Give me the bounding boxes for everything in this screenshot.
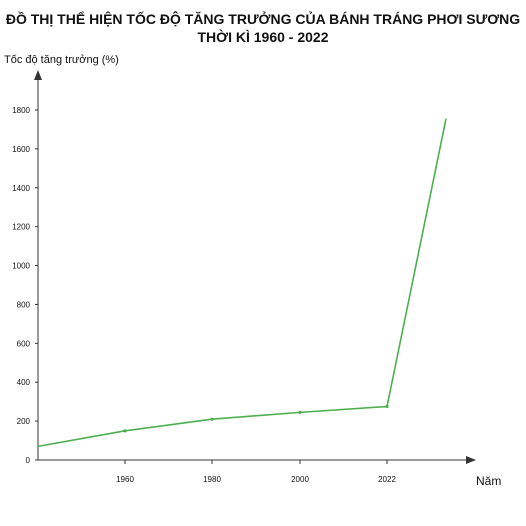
x-tick-label: 1980 <box>203 475 221 484</box>
y-tick-label: 1200 <box>12 223 30 232</box>
x-tick-label: 2000 <box>291 475 309 484</box>
x-tick-label: 1960 <box>116 475 134 484</box>
data-point <box>385 404 389 409</box>
y-tick-label: 1000 <box>12 262 30 271</box>
y-tick-label: 800 <box>17 300 31 309</box>
y-tick-label: 0 <box>26 456 31 465</box>
x-axis-arrow <box>466 456 476 464</box>
y-axis-arrow <box>34 70 42 80</box>
chart-title-line-1: ĐỒ THỊ THỂ HIỆN TỐC ĐỘ TĂNG TRƯỞNG CỦA B… <box>5 11 521 27</box>
y-tick-label: 1800 <box>12 106 30 115</box>
data-point <box>210 417 214 421</box>
x-axis-label: Năm <box>476 474 502 488</box>
x-tick-label: 2022 <box>378 475 396 484</box>
data-point <box>123 429 127 433</box>
y-axis-label: Tốc độ tăng trưởng (%) <box>4 54 119 66</box>
data-point <box>298 410 302 414</box>
y-tick-label: 600 <box>17 339 31 348</box>
y-tick-label: 1400 <box>12 184 30 193</box>
chart-title-line-2: THỜI KÌ 1960 - 2022 <box>197 29 329 45</box>
y-tick-label: 400 <box>17 378 31 387</box>
series-line <box>37 118 447 448</box>
y-tick-label: 200 <box>17 417 31 426</box>
y-tick-label: 1600 <box>12 145 30 154</box>
